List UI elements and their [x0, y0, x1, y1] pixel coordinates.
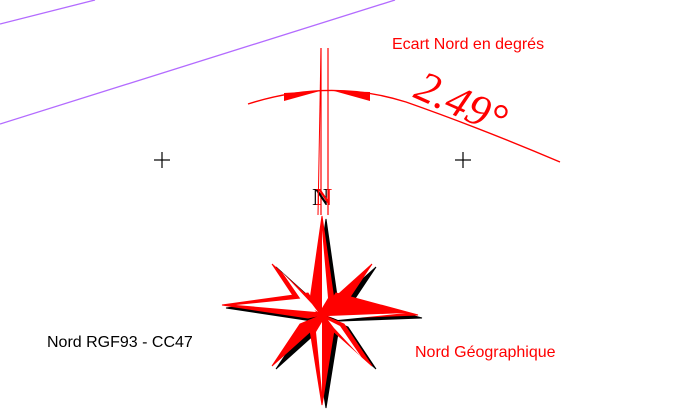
- geographic-north-label: Nord Géographique: [415, 344, 556, 361]
- purple-line-bottom: [0, 0, 396, 125]
- cross-marker-right: [455, 152, 471, 168]
- north-line-deviation: [317, 47, 322, 216]
- rgf93-north-label: Nord RGF93 - CC47: [47, 334, 193, 351]
- purple-line-top: [0, 0, 96, 25]
- compass-rose-highlights: [236, 230, 406, 392]
- arrowhead-right: [334, 91, 370, 101]
- cross-marker-left: [154, 152, 170, 168]
- north-letter-black: N: [312, 185, 330, 211]
- arrowhead-left: [284, 91, 320, 101]
- north-letter-red: N: [315, 185, 333, 211]
- ecart-label: Ecart Nord en degrés: [392, 36, 545, 53]
